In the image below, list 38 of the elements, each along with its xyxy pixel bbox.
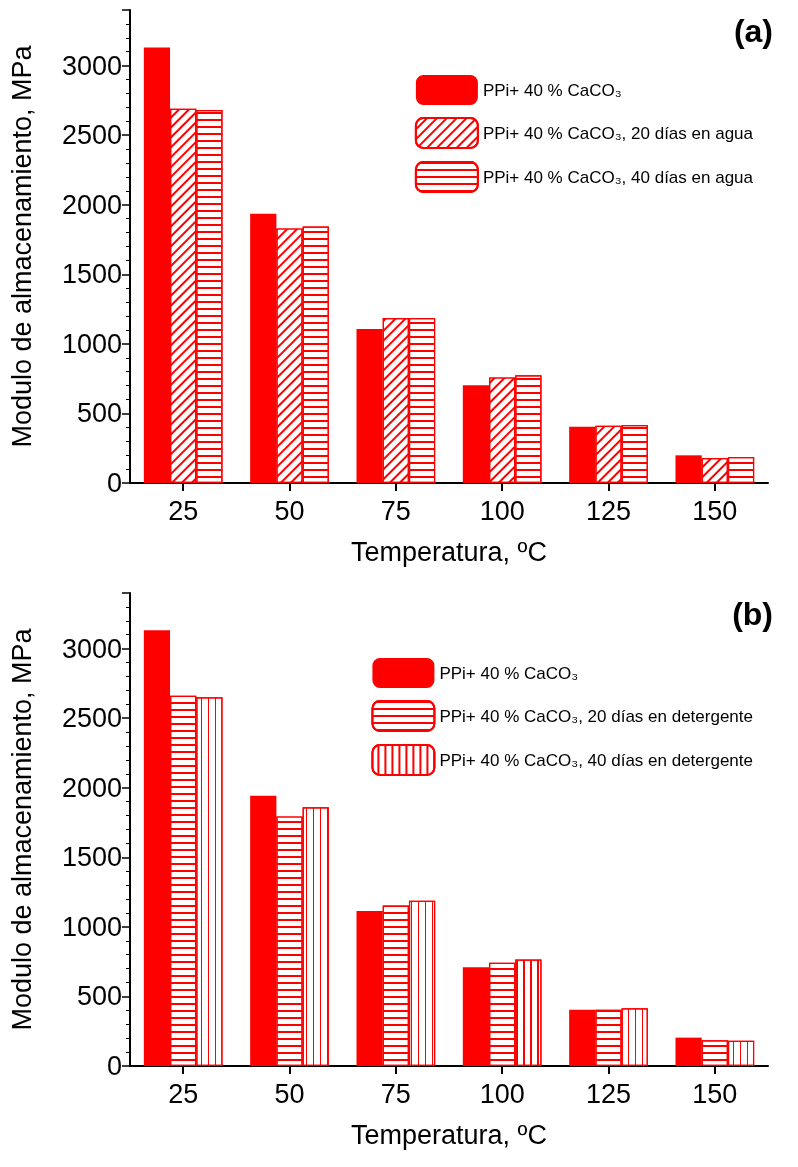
legend-label: PPi+ 40 % CaCO₃, 40 días en agua [482, 167, 754, 187]
y-tick-label: 1000 [61, 328, 122, 359]
chart-title: (a) [733, 13, 773, 49]
y-tick-label: 1500 [61, 259, 122, 290]
y-tick-label: 0 [106, 1051, 122, 1081]
x-tick-label: 100 [479, 495, 525, 526]
y-tick-label: 0 [106, 468, 122, 498]
legend-label: PPi+ 40 % CaCO₃, 40 días en detergente [439, 750, 754, 770]
legend-label: PPi+ 40 % CaCO₃ [482, 80, 622, 100]
y-axis-title: Modulo de almacenamiento, MPa [6, 44, 37, 448]
x-tick-label: 150 [692, 1078, 738, 1109]
x-tick-label: 75 [380, 495, 411, 526]
x-tick-label: 125 [585, 495, 632, 526]
legend-label: PPi+ 40 % CaCO₃, 20 días en detergente [439, 706, 754, 726]
x-tick-label: 25 [168, 495, 199, 526]
legend-label: PPi+ 40 % CaCO₃, 20 días en agua [482, 123, 754, 143]
legend-label: PPi+ 40 % CaCO₃ [439, 663, 579, 683]
x-tick-label: 75 [380, 1078, 411, 1109]
x-tick-label: 50 [274, 495, 305, 526]
y-axis-title: Modulo de almacenamiento, MPa [6, 627, 37, 1031]
y-tick-label: 3000 [61, 633, 122, 664]
x-tick-label: 25 [168, 1078, 199, 1109]
y-tick-label: 1000 [61, 911, 122, 942]
y-tick-label: 2500 [61, 120, 122, 151]
y-tick-label: 2000 [61, 189, 122, 220]
y-tick-label: 3000 [61, 50, 122, 81]
chart-title: (b) [732, 596, 773, 632]
y-tick-label: 1500 [61, 842, 122, 873]
x-tick-label: 50 [274, 1078, 305, 1109]
x-tick-label: 125 [585, 1078, 632, 1109]
x-axis-title: Temperatura, ºC [351, 1119, 547, 1150]
x-tick-label: 100 [479, 1078, 525, 1109]
y-tick-label: 500 [76, 398, 122, 429]
x-tick-label: 150 [692, 495, 738, 526]
y-tick-label: 2000 [61, 772, 122, 803]
y-tick-label: 500 [76, 981, 122, 1012]
x-axis-title: Temperatura, ºC [351, 536, 547, 567]
y-tick-label: 2500 [61, 703, 122, 734]
